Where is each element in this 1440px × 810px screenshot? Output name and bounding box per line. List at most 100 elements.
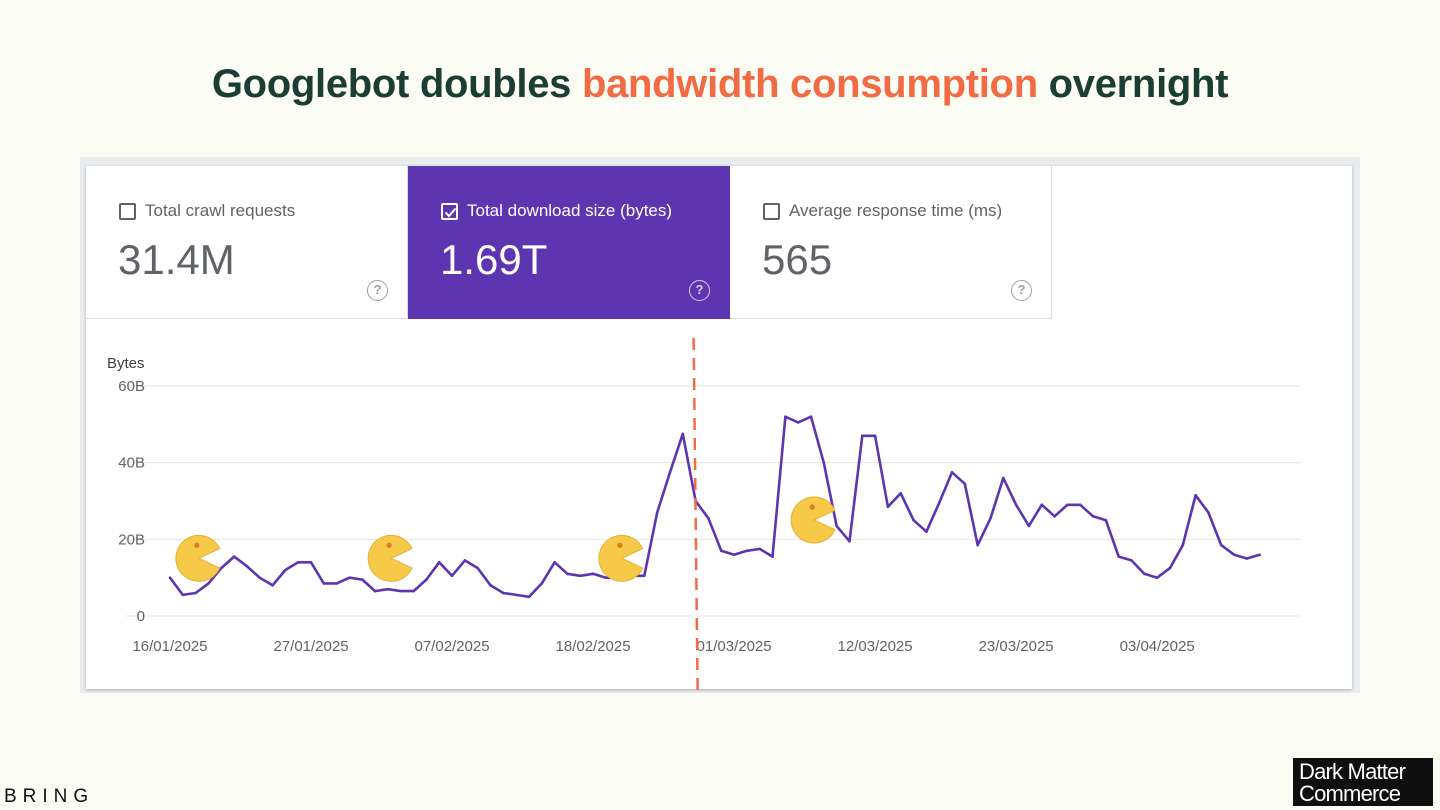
data-point [578,574,582,578]
data-point [655,511,659,514]
logo-line-2: Commerce [1299,781,1401,806]
pacman-icon [367,534,413,582]
metric-total-crawl-requests[interactable]: Total crawl requests 31.4M ? [86,166,408,319]
data-point [822,461,826,464]
data-point [1258,553,1261,556]
data-point [373,589,377,593]
data-point [348,576,351,579]
data-point [335,582,338,585]
data-point [322,582,326,585]
data-point [1078,503,1082,507]
data-point [412,589,415,593]
data-point [591,572,595,576]
y-tick-label: 60B [118,378,145,395]
data-point [899,492,903,495]
data-point [207,582,210,585]
metric-label: Average response time (ms) [789,201,1003,220]
data-point [514,593,518,597]
data-point [886,505,890,509]
dark-matter-commerce-logo: Dark Matter Commerce [1293,758,1433,806]
check-icon [444,207,457,218]
data-point [399,589,403,593]
metric-label: Total crawl requests [145,201,296,220]
pacman-icon [175,534,221,582]
data-point [604,576,608,579]
data-point [1027,524,1031,528]
data-point [425,578,428,581]
y-tick-label: 0 [137,608,145,625]
pacman-eye [617,542,623,548]
data-point [1143,572,1146,576]
y-axis-label: Bytes [107,355,145,372]
data-point [476,566,479,570]
data-point [1194,493,1197,497]
metric-value: 1.69T [440,236,548,283]
data-point [271,584,274,587]
x-tick-label: 23/03/2025 [979,638,1054,655]
data-point [1181,543,1185,547]
data-point [386,587,390,591]
title-highlight: bandwidth consumption [581,62,1038,106]
help-icon[interactable]: ? [367,280,388,301]
metric-total-download-size[interactable]: Total download size (bytes) 1.69T ? [408,166,730,319]
data-point [502,591,505,595]
data-point [745,549,749,553]
data-point [835,524,838,528]
data-point [1207,511,1210,514]
data-point [463,559,467,562]
pacman-icon [598,534,644,582]
x-tick-label: 12/03/2025 [838,638,913,655]
data-point [796,421,800,424]
x-tick-label: 18/02/2025 [556,638,631,655]
checkbox-checked[interactable] [441,203,458,220]
pacman-eye [809,504,815,510]
data-point [963,482,967,486]
data-point [643,574,646,578]
data-point [437,561,441,564]
x-tick-label: 16/01/2025 [132,638,207,655]
data-point [758,547,762,551]
y-tick-label: 40B [118,455,145,472]
data-point [1245,557,1249,560]
data-point [309,561,313,564]
data-point [1053,515,1056,518]
data-point [296,561,300,564]
checkbox-unchecked[interactable] [763,203,780,220]
help-icon[interactable]: ? [1011,280,1032,301]
data-point [284,568,287,572]
pacman-eye [386,542,392,548]
data-point [925,530,928,533]
data-point [1219,543,1223,547]
data-point [1091,515,1095,518]
checkbox-unchecked[interactable] [119,203,136,220]
help-icon[interactable]: ? [689,280,710,301]
data-point [989,516,992,520]
title-part-1: Googlebot doubles [211,62,582,106]
x-tick-label: 07/02/2025 [415,638,490,655]
data-point [553,561,556,564]
data-point [1130,559,1133,562]
data-point [181,593,185,597]
metric-value: 31.4M [118,236,235,283]
title-part-3: overnight [1037,62,1229,106]
logo-line-1: Dark Matter [1299,759,1406,784]
data-point [912,518,915,522]
metric-value: 565 [762,236,833,283]
data-point [489,584,492,587]
data-point [527,595,531,599]
x-tick-label: 27/01/2025 [273,638,348,655]
data-point [258,576,262,579]
data-point [1014,503,1018,507]
data-point [668,470,672,474]
data-point [873,434,877,438]
metric-average-response-time[interactable]: Average response time (ms) 565 ? [730,166,1052,319]
data-point [848,539,851,543]
x-tick-label: 03/04/2025 [1120,638,1195,655]
data-point [219,566,223,570]
data-point [1066,503,1069,507]
data-point [950,470,954,474]
data-point [245,564,249,568]
x-tick-label: 01/03/2025 [697,638,772,655]
data-point [860,434,864,438]
